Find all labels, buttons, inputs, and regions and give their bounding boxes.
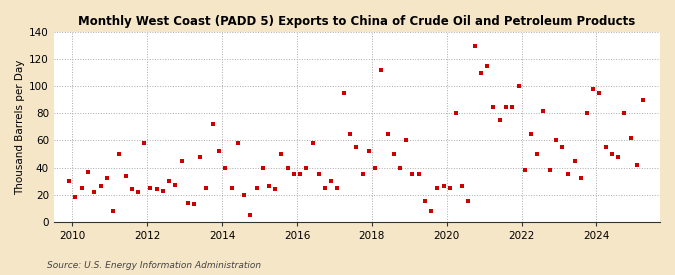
Point <box>582 111 593 116</box>
Point <box>139 141 150 145</box>
Point <box>76 186 87 190</box>
Point <box>476 70 487 75</box>
Point <box>201 186 212 190</box>
Point <box>220 165 231 170</box>
Point <box>226 186 237 190</box>
Point <box>607 152 618 156</box>
Point <box>600 145 611 149</box>
Point <box>95 184 106 189</box>
Point <box>189 202 200 206</box>
Point <box>432 186 443 190</box>
Text: Source: U.S. Energy Information Administration: Source: U.S. Energy Information Administ… <box>47 260 261 270</box>
Point <box>488 104 499 109</box>
Point <box>526 131 537 136</box>
Point <box>320 186 331 190</box>
Point <box>588 87 599 91</box>
Point <box>107 209 118 213</box>
Point <box>151 187 162 191</box>
Point <box>631 163 642 167</box>
Point <box>294 172 305 177</box>
Point <box>357 172 368 177</box>
Point <box>544 168 555 172</box>
Point <box>170 183 181 187</box>
Point <box>332 186 343 190</box>
Point <box>413 172 424 177</box>
Point <box>463 199 474 204</box>
Point <box>351 145 362 149</box>
Point <box>619 111 630 116</box>
Point <box>444 186 455 190</box>
Point <box>101 176 112 181</box>
Point <box>575 176 586 181</box>
Point <box>313 172 324 177</box>
Point <box>232 141 243 145</box>
Point <box>438 184 449 189</box>
Title: Monthly West Coast (PADD 5) Exports to China of Crude Oil and Petroleum Products: Monthly West Coast (PADD 5) Exports to C… <box>78 15 636 28</box>
Point <box>519 168 530 172</box>
Point <box>457 184 468 189</box>
Point <box>394 165 405 170</box>
Point <box>569 158 580 163</box>
Point <box>345 131 356 136</box>
Point <box>382 131 393 136</box>
Point <box>176 158 187 163</box>
Point <box>563 172 574 177</box>
Point <box>238 192 249 197</box>
Point <box>83 169 94 174</box>
Point <box>369 165 380 170</box>
Point <box>500 104 511 109</box>
Point <box>551 138 562 143</box>
Point <box>158 188 169 193</box>
Point <box>270 187 281 191</box>
Point <box>257 165 268 170</box>
Point <box>376 68 387 72</box>
Point <box>401 138 412 143</box>
Point <box>120 174 131 178</box>
Point <box>626 136 637 140</box>
Point <box>289 172 300 177</box>
Point <box>282 165 293 170</box>
Point <box>301 165 312 170</box>
Point <box>420 199 431 204</box>
Point <box>469 43 480 48</box>
Point <box>163 179 174 183</box>
Point <box>126 187 137 191</box>
Point <box>214 149 225 153</box>
Point <box>507 104 518 109</box>
Point <box>532 152 543 156</box>
Point <box>182 200 193 205</box>
Point <box>407 172 418 177</box>
Point <box>363 149 374 153</box>
Point <box>114 152 125 156</box>
Point <box>307 141 318 145</box>
Point <box>557 145 568 149</box>
Point <box>513 84 524 88</box>
Point <box>70 195 81 200</box>
Point <box>451 111 462 116</box>
Point <box>245 213 256 217</box>
Point <box>263 184 274 189</box>
Point <box>276 152 287 156</box>
Point <box>388 152 399 156</box>
Point <box>425 209 436 213</box>
Point <box>207 122 218 126</box>
Point <box>638 98 649 102</box>
Point <box>195 155 206 159</box>
Point <box>538 108 549 113</box>
Point <box>495 118 506 122</box>
Point <box>594 91 605 95</box>
Point <box>482 64 493 68</box>
Point <box>251 186 262 190</box>
Point <box>338 91 349 95</box>
Point <box>326 179 337 183</box>
Y-axis label: Thousand Barrels per Day: Thousand Barrels per Day <box>15 59 25 194</box>
Point <box>132 190 143 194</box>
Point <box>89 190 100 194</box>
Point <box>145 186 156 190</box>
Point <box>613 155 624 159</box>
Point <box>64 179 75 183</box>
